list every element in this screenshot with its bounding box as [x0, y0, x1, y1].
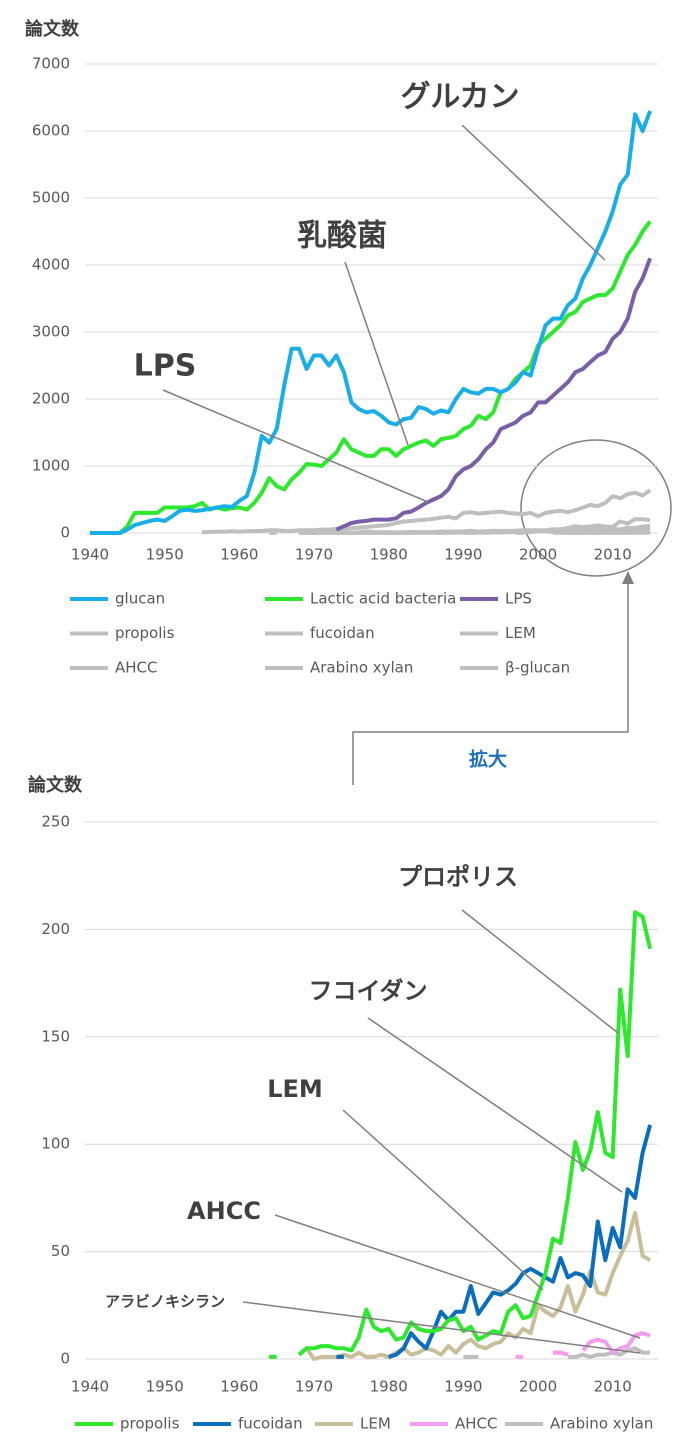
y-tick-label: 4000: [32, 256, 70, 274]
series-line: [269, 910, 653, 1359]
series-line: [335, 257, 652, 532]
y-tick-label: 2000: [32, 390, 70, 408]
annotation-leader: [461, 124, 606, 261]
annotation-leader: [342, 1109, 544, 1291]
y-tick-label: 7000: [32, 55, 70, 73]
x-tick-label: 2010: [594, 1378, 632, 1396]
legend-label: glucan: [115, 590, 165, 608]
annotation: プロポリス: [398, 863, 518, 891]
y-tick-label: 3000: [32, 323, 70, 341]
legend-label: fucoidan: [238, 1415, 303, 1433]
x-tick-label: 1960: [220, 1378, 258, 1396]
zoom-arrowhead: [622, 571, 634, 584]
x-tick-label: 1970: [295, 546, 333, 564]
x-tick-label: 2000: [519, 546, 557, 564]
x-tick-label: 1940: [71, 546, 109, 564]
annotation-leader: [367, 1017, 623, 1193]
legend-label: propolis: [115, 624, 175, 642]
y-axis-title: 論文数: [28, 774, 83, 796]
y-tick-label: 100: [41, 1135, 70, 1153]
legend-label: β-glucan: [505, 659, 570, 677]
legend-label: AHCC: [455, 1415, 498, 1433]
x-tick-label: 1980: [370, 546, 408, 564]
y-tick-label: 250: [41, 813, 70, 831]
annotation: LPS: [134, 349, 197, 384]
series-line: [201, 488, 652, 535]
annotation: LEM: [267, 1075, 323, 1103]
legend-label: propolis: [120, 1415, 180, 1433]
y-tick-label: 0: [60, 1350, 70, 1368]
y-tick-label: 1000: [32, 457, 70, 475]
annotation: グルカン: [400, 80, 519, 115]
zoom-label: 拡大: [469, 748, 507, 771]
series-line: [463, 1346, 651, 1359]
annotation-leader: [242, 1301, 641, 1354]
x-tick-label: 2000: [519, 1378, 557, 1396]
x-tick-label: 1940: [71, 1378, 109, 1396]
y-tick-label: 50: [51, 1242, 70, 1260]
x-tick-label: 1970: [295, 1378, 333, 1396]
legend-label: LEM: [360, 1415, 391, 1433]
legend-label: LPS: [505, 590, 532, 608]
annotation-leader: [461, 909, 619, 1034]
legend-label: Arabino xylan: [310, 659, 413, 677]
y-tick-label: 5000: [32, 189, 70, 207]
y-tick-label: 150: [41, 1027, 70, 1045]
zoom-circle: [520, 439, 672, 577]
annotation-leader: [344, 261, 409, 446]
legend-label: LEM: [505, 624, 536, 642]
y-axis-title: 論文数: [25, 18, 80, 40]
y-tick-label: 200: [41, 920, 70, 938]
annotation-leader: [162, 389, 429, 503]
x-tick-label: 1950: [146, 546, 184, 564]
legend-label: Arabino xylan: [550, 1415, 653, 1433]
zoom-connector: [352, 582, 629, 785]
x-tick-label: 1990: [444, 1378, 482, 1396]
annotation: アラビノキシラン: [105, 1293, 225, 1311]
x-tick-label: 1960: [220, 546, 258, 564]
legend-label: fucoidan: [310, 624, 375, 642]
x-tick-label: 1990: [444, 546, 482, 564]
legend-label: Lactic acid bacteria: [310, 590, 456, 608]
annotation: 乳酸菌: [297, 219, 387, 254]
legend-label: AHCC: [115, 659, 158, 677]
y-tick-label: 6000: [32, 122, 70, 140]
y-tick-label: 0: [60, 524, 70, 542]
x-tick-label: 2010: [594, 546, 632, 564]
annotation: フコイダン: [308, 977, 427, 1005]
series-line: [336, 1124, 653, 1359]
annotation-leader: [274, 1214, 641, 1339]
series-line: [90, 220, 652, 535]
x-tick-label: 1980: [370, 1378, 408, 1396]
annotation: AHCC: [187, 1197, 261, 1225]
series-line: [90, 110, 652, 535]
series-line: [269, 517, 651, 535]
x-tick-label: 1950: [146, 1378, 184, 1396]
